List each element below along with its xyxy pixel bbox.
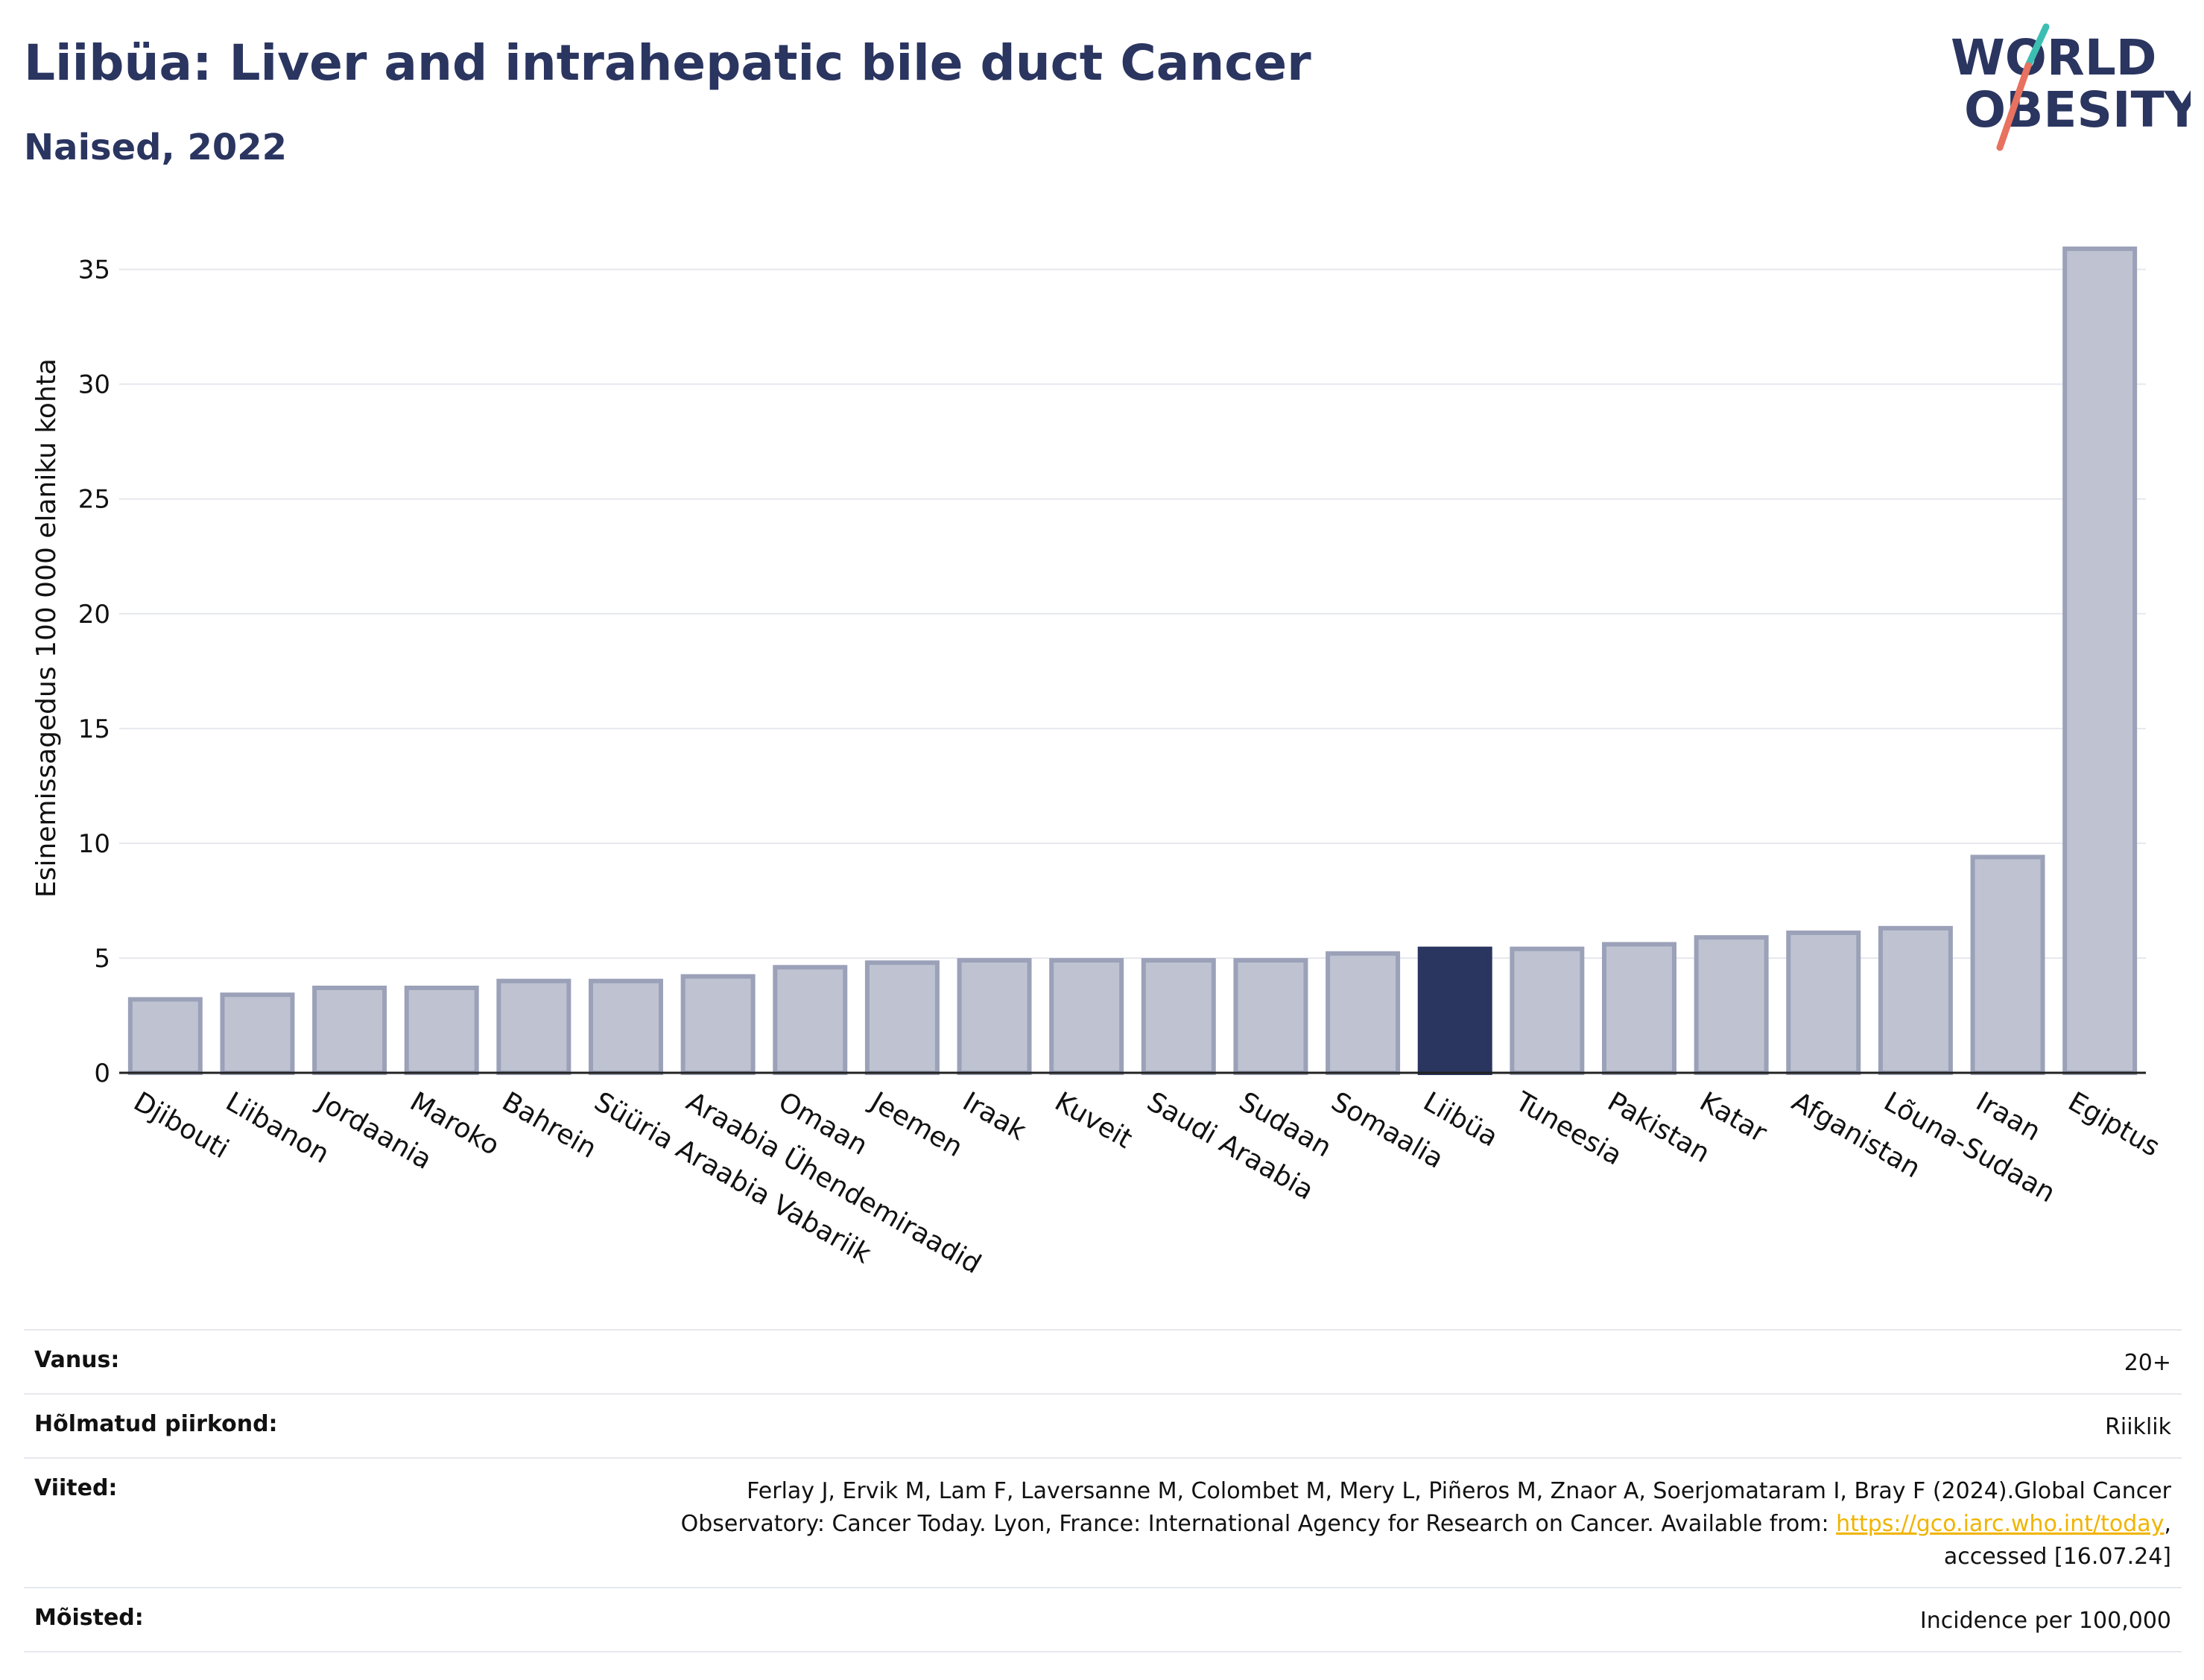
y-tick-label: 10 [78, 829, 110, 859]
meta-refs-label: Viited: [34, 1475, 118, 1501]
meta-age-value: 20+ [2124, 1350, 2171, 1376]
bar-chart: 0 5 10 15 20 25 30 35 DjiboutiLiibanonJordaania… [31, 246, 2165, 1280]
y-tick-label: 25 [78, 485, 110, 515]
bar-4 [496, 978, 571, 1075]
logo-word-obesity: OBESITY [1964, 81, 2191, 139]
y-tick-label: 15 [78, 714, 110, 744]
refs-line-2-end: , [2164, 1511, 2171, 1537]
logo-slash-coral [1996, 62, 2032, 151]
metadata-table: Vanus: 20+ Hõlmatud piirkond: Riiklik Vi… [24, 1329, 2182, 1652]
bar-18 [1786, 931, 1861, 1076]
bar-10 [1049, 958, 1124, 1075]
meta-row-references: Viited: Ferlay J, Ervik M, Lam F, Lavers… [24, 1457, 2182, 1587]
bar-21 [2062, 246, 2138, 1076]
meta-row-definitions: Mõisted: Incidence per 100,000 [24, 1587, 2182, 1652]
bar-6 [680, 974, 756, 1076]
refs-line-3: accessed [16.07.24] [1943, 1544, 2171, 1570]
y-tick-label: 5 [94, 944, 110, 974]
meta-region-label: Hõlmatud piirkond: [34, 1411, 278, 1437]
x-tick-label: Kuveit [1050, 1086, 1138, 1155]
bar-1 [220, 992, 295, 1076]
y-axis-label: Esinemissagedus 100 000 elaniku kohta [31, 358, 62, 898]
bar-13 [1326, 951, 1401, 1076]
chart-title: Liibüa: Liver and intrahepatic bile duct… [24, 34, 1311, 92]
bar-16 [1602, 942, 1676, 1076]
meta-row-region: Hõlmatud piirkond: Riiklik [24, 1393, 2182, 1457]
chart-subtitle: Naised, 2022 [24, 127, 288, 168]
bar-19 [1878, 925, 1953, 1075]
x-tick-label: Bahrein [497, 1086, 601, 1164]
bar-2 [312, 986, 387, 1075]
y-tick-labels: 0 5 10 15 20 25 30 35 [78, 256, 110, 1088]
bar-15 [1510, 946, 1585, 1075]
y-tick-label: 20 [78, 600, 110, 630]
meta-age-label: Vanus: [34, 1347, 120, 1373]
bar-11 [1141, 958, 1216, 1075]
meta-region-value: Riiklik [2105, 1414, 2171, 1440]
y-tick-label: 0 [94, 1059, 110, 1088]
x-tick-label: Tuneesia [1510, 1086, 1627, 1172]
x-tick-labels: DjiboutiLiibanonJordaaniaMarokoBahreinSü… [128, 1085, 2165, 1280]
refs-line-2: Observatory: Cancer Today. Lyon, France:… [680, 1511, 1837, 1537]
bar-5 [589, 978, 663, 1075]
bar-9 [957, 958, 1032, 1075]
bar-20 [1970, 855, 2045, 1076]
meta-row-age: Vanus: 20+ [24, 1329, 2182, 1393]
bar-14 [1417, 946, 1492, 1075]
refs-link[interactable]: https://gco.iarc.who.int/today [1836, 1511, 2165, 1537]
bar-8 [864, 960, 940, 1076]
bar-3 [404, 986, 479, 1075]
world-obesity-logo: WORLD OBESITY [1951, 23, 2191, 151]
x-tick-label: Liibanon [221, 1086, 335, 1170]
meta-def-value: Incidence per 100,000 [1919, 1608, 2171, 1634]
bar-17 [1694, 935, 1769, 1075]
x-tick-label: Jeemen [864, 1085, 968, 1163]
y-tick-label: 35 [78, 256, 110, 285]
grid-lines [119, 268, 2146, 959]
x-tick-label: Djibouti [128, 1086, 233, 1164]
bar-0 [127, 997, 203, 1075]
y-tick-label: 30 [78, 370, 110, 400]
meta-def-label: Mõisted: [34, 1605, 144, 1631]
meta-refs-value: Ferlay J, Ervik M, Lam F, Laversanne M, … [681, 1475, 2171, 1573]
bar-7 [773, 965, 848, 1075]
bar-12 [1233, 958, 1308, 1075]
x-tick-label: Egiptus [2063, 1086, 2165, 1163]
bars [119, 246, 2146, 1076]
x-tick-label: Iraak [957, 1086, 1031, 1147]
logo-word-world: WORLD [1951, 29, 2157, 86]
refs-line-1: Ferlay J, Ervik M, Lam F, Laversanne M, … [747, 1478, 2171, 1504]
logo-slash-teal [2024, 23, 2050, 69]
